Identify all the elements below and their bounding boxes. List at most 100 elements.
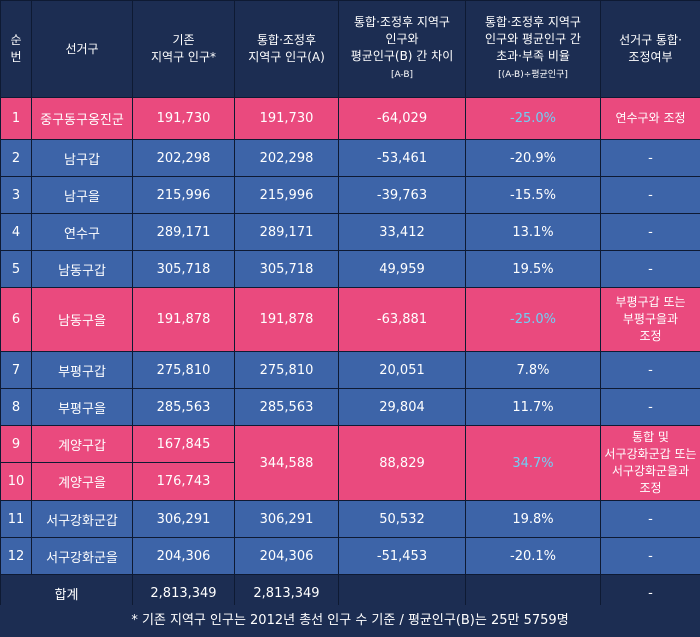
new-population: 306,291 [234,500,339,538]
adjustment-status: - [600,176,700,214]
old-population: 215,996 [132,176,235,214]
row-number: 7 [0,351,32,389]
row-number: 1 [0,97,32,140]
header-old-pop: 기존 지역구 인구* [132,0,235,98]
row-number: 8 [0,388,32,426]
new-population: 275,810 [234,351,339,389]
diff-ratio: 7.8% [465,351,601,389]
diff-ratio: -25.0% [465,97,601,140]
adjustment-status: 연수구와 조정 [600,97,700,140]
population-diff: 50,532 [338,500,466,538]
district-name: 남동구을 [31,287,133,352]
new-population: 191,878 [234,287,339,352]
population-diff: 49,959 [338,250,466,288]
adjustment-status: - [600,537,700,575]
new-population: 202,298 [234,139,339,177]
row-number: 10 [0,462,32,501]
row-number: 9 [0,425,32,463]
population-diff: -53,461 [338,139,466,177]
table-row: 7 부평구갑 275,810 275,810 20,051 7.8% - [0,351,700,389]
population-diff: -64,029 [338,97,466,140]
table-row: 9 계양구갑 167,845 344,588 88,829 34.7% 통합 및… [0,425,700,501]
table-row: 2 남구갑 202,298 202,298 -53,461 -20.9% - [0,139,700,177]
new-population: 289,171 [234,213,339,251]
old-population: 289,171 [132,213,235,251]
table-row: 1 중구동구옹진군 191,730 191,730 -64,029 -25.0%… [0,97,700,140]
header-ratio: 통합·조정후 지역구 인구와 평균인구 간 초과·부족 비율 [(A-B)÷평균인구] [465,0,601,98]
diff-ratio: 13.1% [465,213,601,251]
old-population: 275,810 [132,351,235,389]
new-population: 285,563 [234,388,339,426]
district-name: 계양구갑 [31,425,133,463]
population-diff: 29,804 [338,388,466,426]
old-population: 167,845 [132,425,235,463]
district-name: 서구강화군갑 [31,500,133,538]
row-number: 5 [0,250,32,288]
adjustment-status: - [600,139,700,177]
population-diff: 20,051 [338,351,466,389]
old-population: 305,718 [132,250,235,288]
district-name: 남구을 [31,176,133,214]
district-name: 계양구을 [31,462,133,501]
adjustment-status: 부평구갑 또는 부평구을과 조정 [600,287,700,352]
old-population: 191,730 [132,97,235,140]
population-diff: 88,829 [338,425,466,501]
new-population: 215,996 [234,176,339,214]
diff-ratio: 11.7% [465,388,601,426]
row-number: 12 [0,537,32,575]
population-diff: -51,453 [338,537,466,575]
adjustment-status: - [600,213,700,251]
district-name: 중구동구옹진군 [31,97,133,140]
table-row: 6 남동구을 191,878 191,878 -63,881 -25.0% 부평… [0,287,700,352]
adjustment-status: - [600,250,700,288]
footnote: * 기존 지역구 인구는 2012년 총선 인구 수 기준 / 평균인구(B)는… [0,605,700,637]
table-row: 5 남동구갑 305,718 305,718 49,959 19.5% - [0,250,700,288]
population-diff: 33,412 [338,213,466,251]
population-diff: -39,763 [338,176,466,214]
table-row: 11 서구강화군갑 306,291 306,291 50,532 19.8% - [0,500,700,538]
row-number: 2 [0,139,32,177]
population-diff: -63,881 [338,287,466,352]
old-population: 285,563 [132,388,235,426]
diff-ratio: -25.0% [465,287,601,352]
district-name: 부평구을 [31,388,133,426]
row-number: 3 [0,176,32,214]
header-adjustment: 선거구 통합· 조정여부 [600,0,700,98]
new-population: 191,730 [234,97,339,140]
district-name: 남동구갑 [31,250,133,288]
old-population: 202,298 [132,139,235,177]
diff-ratio: 19.5% [465,250,601,288]
old-population: 306,291 [132,500,235,538]
district-name: 연수구 [31,213,133,251]
adjustment-status: - [600,351,700,389]
diff-ratio: -15.5% [465,176,601,214]
old-population: 191,878 [132,287,235,352]
header-diff: 통합·조정후 지역구 인구와 평균인구(B) 간 차이 [A-B] [338,0,466,98]
diff-ratio: -20.9% [465,139,601,177]
adjustment-status: - [600,500,700,538]
table-row: 10 계양구을 176,743 [0,462,700,501]
diff-ratio: 19.8% [465,500,601,538]
new-population: 204,306 [234,537,339,575]
old-population: 176,743 [132,462,235,501]
district-name: 남구갑 [31,139,133,177]
header-new-pop: 통합·조정후 지역구 인구(A) [234,0,339,98]
row-number: 6 [0,287,32,352]
new-population: 344,588 [234,425,339,501]
new-population: 305,718 [234,250,339,288]
adjustment-status: - [600,388,700,426]
diff-ratio: 34.7% [465,425,601,501]
row-number: 11 [0,500,32,538]
table-row: 3 남구을 215,996 215,996 -39,763 -15.5% - [0,176,700,214]
table-row: 4 연수구 289,171 289,171 33,412 13.1% - [0,213,700,251]
old-population: 204,306 [132,537,235,575]
district-name: 서구강화군을 [31,537,133,575]
table-row: 8 부평구을 285,563 285,563 29,804 11.7% - [0,388,700,426]
row-number: 4 [0,213,32,251]
diff-ratio: -20.1% [465,537,601,575]
table-row: 12 서구강화군을 204,306 204,306 -51,453 -20.1%… [0,537,700,575]
